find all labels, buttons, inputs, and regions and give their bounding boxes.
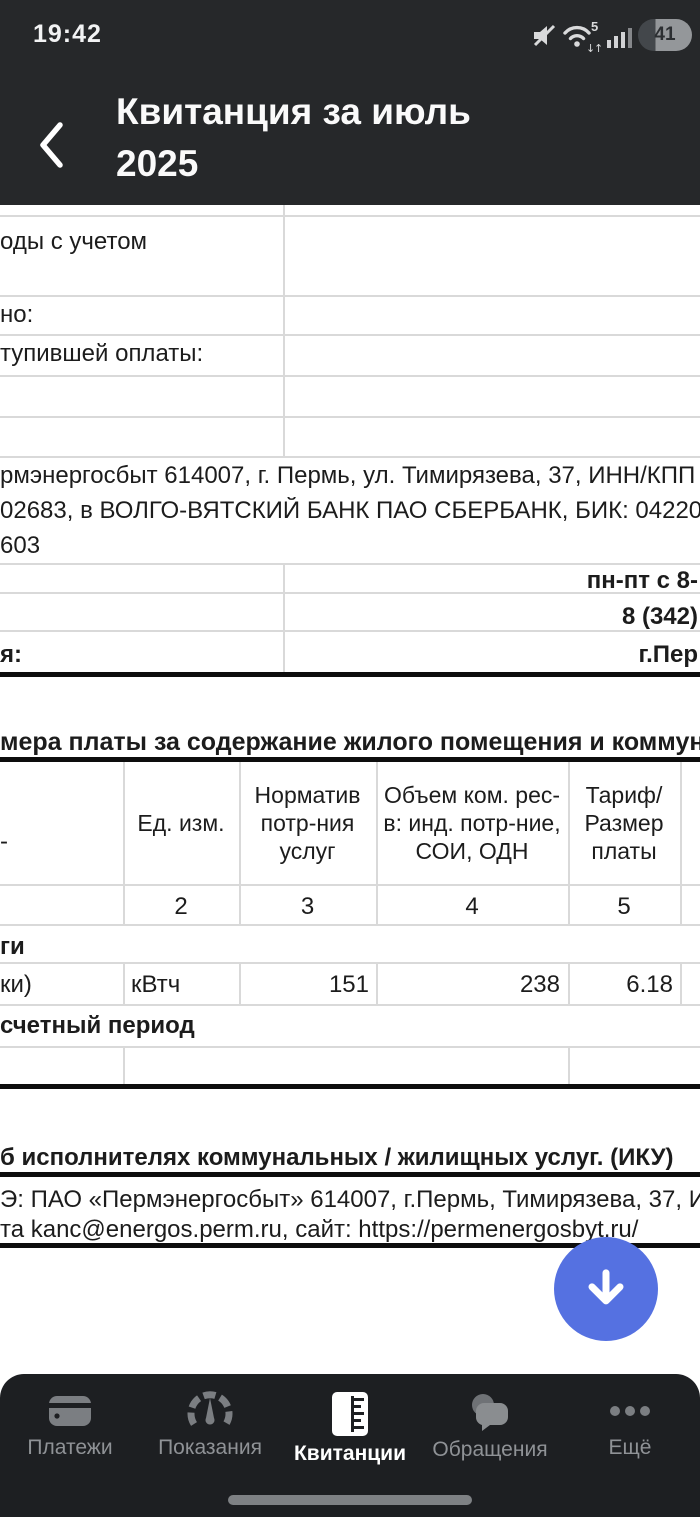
signal-icon	[607, 28, 632, 48]
nav-item-payments[interactable]: Платежи	[0, 1374, 140, 1484]
divider	[123, 762, 125, 926]
home-indicator[interactable]	[228, 1495, 472, 1505]
bank-details-line: 02683, в ВОЛГО-ВЯТСКИЙ БАНК ПАО СБЕРБАНК…	[0, 497, 700, 524]
page-title: Квитанция за июль 2025	[116, 91, 471, 184]
receipt-icon	[332, 1392, 368, 1436]
section-rule	[0, 1172, 700, 1177]
divider	[283, 563, 285, 673]
bank-details-line: рмэнергосбыт 614007, г. Пермь, ул. Тимир…	[0, 462, 696, 489]
divider	[0, 630, 700, 632]
divider	[568, 762, 570, 926]
total-row-label: счетный период	[0, 1012, 195, 1039]
column-header: -	[0, 828, 8, 855]
divider	[0, 962, 700, 964]
divider	[123, 964, 125, 1006]
divider	[0, 563, 700, 565]
section-rule	[0, 672, 700, 677]
service-name: ки)	[0, 971, 32, 998]
iku-line: Э: ПАО «Пермэнергосбыт» 614007, г.Пермь,…	[0, 1186, 700, 1213]
back-button[interactable]	[28, 114, 80, 176]
charges-heading: мера платы за содержание жилого помещени…	[0, 728, 700, 756]
column-header: Тариф/ Размер платы	[584, 781, 664, 865]
service-unit: кВтч	[131, 971, 181, 998]
section-rule	[0, 757, 700, 762]
divider	[680, 762, 682, 926]
svg-text:↓: ↓	[586, 42, 595, 54]
back-chevron-icon	[40, 122, 63, 168]
divider	[0, 884, 700, 886]
wifi-icon: 5 ↓ ↑	[563, 19, 603, 54]
nav-label: Платежи	[27, 1436, 113, 1459]
service-tariff: 6.18	[626, 971, 673, 998]
divider	[0, 334, 700, 336]
divider	[0, 592, 700, 594]
nav-label: Квитанции	[293, 1442, 406, 1465]
divider	[0, 1046, 700, 1048]
working-hours-value: пн-пт с 8-	[586, 567, 698, 594]
download-arrow-icon	[588, 1269, 624, 1305]
iku-heading: б исполнителях коммунальных / жилищных у…	[0, 1144, 674, 1171]
nav-label: Обращения	[432, 1438, 548, 1461]
column-header: Ед. изм.	[137, 809, 225, 836]
column-header: Объем ком. рес-в: инд. потр-ние, СОИ, ОД…	[383, 781, 561, 865]
mute-icon	[533, 24, 556, 47]
column-number: 5	[617, 893, 631, 920]
app-bar: 19:42 5 ↓ ↑ 41	[0, 0, 700, 205]
divider	[123, 1048, 125, 1084]
nav-label: Ещё	[608, 1436, 652, 1459]
column-number: 4	[465, 893, 479, 920]
address-label: я:	[0, 641, 22, 668]
nav-item-receipts[interactable]: Квитанции	[280, 1374, 420, 1484]
service-group-label: ги	[0, 933, 25, 960]
gauge-icon	[187, 1391, 233, 1426]
divider	[239, 964, 241, 1006]
column-header: Норматив потр-ния услуг	[254, 781, 361, 865]
divider	[680, 964, 682, 1006]
ellipsis-icon	[610, 1406, 650, 1416]
divider	[0, 375, 700, 377]
divider	[376, 964, 378, 1006]
row-label: оды с учетом	[0, 228, 148, 255]
service-norm: 151	[328, 971, 369, 998]
bottom-navigation: Платежи Показания Квитанции	[0, 1374, 700, 1517]
section-rule	[0, 1243, 700, 1248]
divider	[376, 762, 378, 926]
divider	[0, 295, 700, 297]
divider	[568, 964, 570, 1006]
divider	[0, 1004, 700, 1006]
divider	[0, 215, 700, 217]
divider	[0, 456, 700, 458]
address-value: г.Пер	[638, 641, 698, 668]
section-rule	[0, 1084, 700, 1089]
nav-item-appeals[interactable]: Обращения	[420, 1374, 560, 1484]
phone-value: 8 (342)	[621, 603, 698, 630]
wifi-5g-badge: 5	[591, 19, 598, 34]
row-label: но:	[0, 301, 34, 328]
row-label: тупившей оплаты:	[0, 340, 204, 367]
column-number: 3	[300, 893, 315, 920]
divider	[568, 1048, 570, 1084]
service-volume: 238	[519, 971, 560, 998]
nav-item-readings[interactable]: Показания	[140, 1374, 280, 1484]
battery-percent: 41	[654, 24, 676, 45]
svg-text:↑: ↑	[594, 42, 603, 54]
divider	[283, 205, 285, 458]
download-fab-button[interactable]	[554, 1237, 658, 1341]
iku-line: та kanc@energos.perm.ru, сайт: https://p…	[0, 1216, 639, 1243]
column-number: 2	[174, 893, 188, 920]
divider	[0, 416, 700, 418]
chat-bubbles-icon	[472, 1394, 508, 1431]
status-time: 19:42	[33, 20, 102, 48]
divider	[239, 762, 241, 926]
divider	[0, 924, 700, 926]
battery-icon: 41	[638, 19, 692, 51]
nav-label: Показания	[158, 1436, 262, 1459]
bank-details-line: 603	[0, 532, 41, 559]
wallet-icon	[49, 1396, 91, 1426]
nav-item-more[interactable]: Ещё	[560, 1374, 700, 1484]
